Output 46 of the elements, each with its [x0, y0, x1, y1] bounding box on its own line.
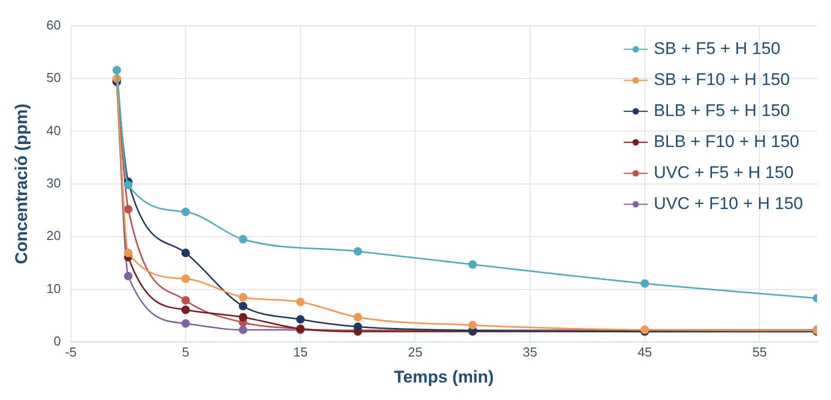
- point: [296, 315, 305, 324]
- point: [640, 279, 650, 288]
- point: [238, 312, 248, 322]
- x-tick-label: -5: [65, 344, 77, 360]
- y-tick-label: 60: [46, 17, 61, 32]
- y-tick-label: 0: [54, 334, 61, 349]
- x-axis-title: Temps (min): [394, 367, 494, 386]
- x-tick-label: 45: [638, 344, 652, 360]
- point: [354, 247, 362, 256]
- y-tick-label: 50: [46, 70, 61, 86]
- point: [124, 272, 133, 280]
- point: [238, 302, 248, 310]
- point: [354, 312, 362, 322]
- y-tick-label: 40: [46, 122, 61, 138]
- point: [181, 306, 190, 314]
- y-tick-label: 30: [46, 175, 61, 190]
- point: [181, 274, 190, 284]
- legend-label: BLB + F5 + H 150: [654, 100, 790, 120]
- point: [124, 204, 133, 214]
- legend-label: SB + F5 + H 150: [654, 38, 780, 58]
- point: [238, 234, 248, 244]
- point: [181, 208, 190, 216]
- point: [468, 320, 477, 330]
- point: [124, 248, 133, 258]
- y-tick-label: 20: [46, 228, 61, 244]
- point: [468, 260, 477, 269]
- legend-label: BLB + F10 + H 150: [654, 132, 800, 151]
- x-tick-label: 15: [293, 344, 308, 360]
- y-tick-label: 10: [46, 280, 61, 296]
- point: [238, 292, 248, 302]
- point: [181, 248, 190, 258]
- x-tick-label: 5: [182, 344, 190, 360]
- x-tick-label: 25: [408, 344, 422, 360]
- point: [238, 326, 248, 334]
- point: [112, 66, 122, 74]
- x-tick-label: 35: [522, 344, 538, 360]
- legend-label: UVC + F5 + H 150: [654, 162, 794, 182]
- legend-label: SB + F10 + H 150: [654, 70, 790, 89]
- point: [124, 180, 133, 190]
- y-axis-title: Concentració (ppm): [12, 104, 31, 264]
- legend-label: UVC + F10 + H 150: [654, 194, 804, 213]
- point: [181, 296, 190, 305]
- point: [181, 319, 190, 328]
- point: [296, 298, 305, 306]
- x-tick-label: 55: [752, 344, 767, 360]
- point: [354, 322, 362, 331]
